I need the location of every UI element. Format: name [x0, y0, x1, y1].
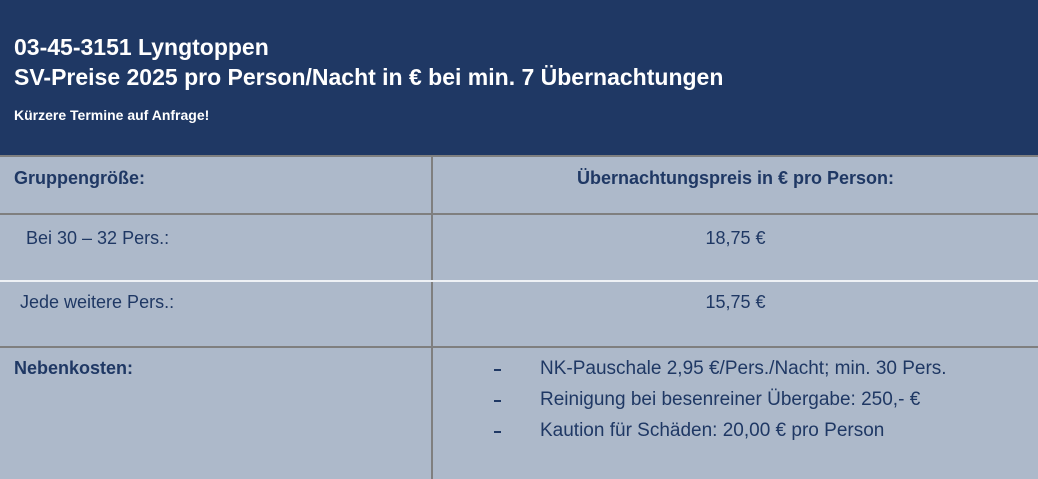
bullet: [494, 431, 501, 433]
column-header: Übernachtungspreis in € pro Person:: [576, 168, 895, 188]
column-divider: [431, 155, 433, 479]
cell-label: Nebenkosten:: [14, 358, 134, 378]
rule: [0, 155, 1038, 157]
cell: Bei 30 – 32 Pers.:: [26, 228, 170, 248]
rule: [0, 280, 1038, 282]
bullet: [494, 400, 501, 402]
note: Kürzere Termine auf Anfrage!: [14, 107, 210, 123]
list-item: Kaution für Schäden: 20,00 € pro Person: [540, 420, 885, 441]
list-item: Reinigung bei besenreiner Übergabe: 250,…: [540, 389, 921, 410]
list-item: NK-Pauschale 2,95 €/Pers./Nacht; min. 30…: [540, 358, 947, 379]
rule: [0, 213, 1038, 215]
cell: 18,75 €: [705, 228, 766, 248]
header: 03-45-3151 Lyngtoppen SV-Preise 2025 pro…: [0, 0, 1038, 155]
bullet: [494, 369, 501, 371]
cell: Jede weitere Pers.:: [20, 292, 175, 312]
rule: [0, 346, 1038, 348]
subtitle: SV-Preise 2025 pro Person/Nacht in € bei…: [14, 64, 724, 90]
title: 03-45-3151 Lyngtoppen: [14, 34, 269, 60]
cell: 15,75 €: [705, 292, 766, 312]
column-header: Gruppengröße:: [14, 168, 145, 188]
